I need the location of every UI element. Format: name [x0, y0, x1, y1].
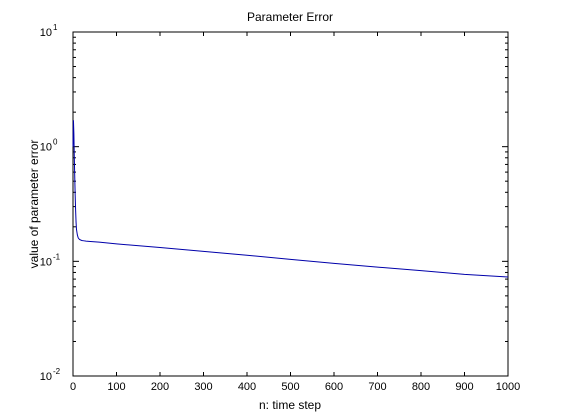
x-tick-label: 1000 [496, 381, 520, 393]
x-tick-labels: 0 100 200 300 400 500 600 700 800 900 1000 [70, 381, 520, 393]
x-tick-label: 600 [325, 381, 343, 393]
x-tick-label: 900 [455, 381, 473, 393]
series-layer [72, 120, 509, 278]
y-tick-label-base: 10 [40, 142, 52, 154]
x-tick-label: 200 [151, 381, 169, 393]
y-tick-label-exponent: -1 [53, 252, 61, 261]
x-tick-label: 400 [238, 381, 256, 393]
y-tick-label-base: 10 [40, 256, 52, 268]
axes-box [72, 31, 509, 377]
x-tick-label: 300 [194, 381, 212, 393]
y-tick-label-exponent: -2 [53, 367, 61, 376]
y-tick-label-base: 10 [40, 371, 52, 383]
y-axis-label: value of parameter error [27, 140, 41, 269]
x-tick-label: 700 [368, 381, 386, 393]
x-tick-label: 800 [412, 381, 430, 393]
y-tick-label-base: 10 [40, 27, 52, 39]
x-tick-label: 100 [107, 381, 125, 393]
plot-area [72, 31, 509, 377]
minor-ticks [73, 36, 508, 342]
series-line [72, 120, 509, 278]
y-tick-label-exponent: 0 [53, 138, 58, 147]
x-axis-label: n: time step [259, 398, 321, 412]
chart-title: Parameter Error [247, 10, 333, 24]
major-ticks [72, 31, 509, 377]
x-tick-label: 0 [70, 381, 76, 393]
y-tick-label-exponent: 1 [53, 23, 58, 32]
x-tick-label: 500 [281, 381, 299, 393]
